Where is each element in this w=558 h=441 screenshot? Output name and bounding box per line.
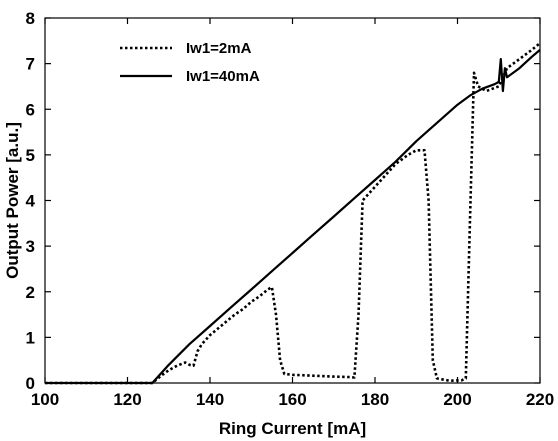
y-tick-label: 0	[26, 374, 35, 393]
plot-frame	[44, 17, 541, 384]
x-tick-label: 200	[443, 390, 471, 409]
legend-label-1: Iw1=2mA	[186, 40, 252, 57]
series-line-1	[45, 42, 541, 385]
y-tick-label: 3	[26, 237, 35, 256]
series-line-2	[45, 49, 541, 385]
x-tick-label: 160	[278, 390, 306, 409]
y-tick-label: 7	[26, 55, 35, 74]
legend-label-2: Iw1=40mA	[186, 68, 260, 85]
x-axis-label: Ring Current [mA]	[219, 419, 366, 438]
legend: Iw1=2mA Iw1=40mA	[120, 40, 260, 85]
x-tick-label: 140	[196, 390, 224, 409]
x-tick-label: 220	[526, 390, 554, 409]
y-axis-label: Output Power [a.u.]	[3, 122, 22, 279]
x-tick-label: 120	[113, 390, 141, 409]
y-tick-label: 6	[26, 100, 35, 119]
x-tick-label: 100	[31, 390, 59, 409]
y-tick-label: 1	[26, 328, 35, 347]
y-tick-label: 4	[26, 192, 36, 211]
y-tick-label: 2	[26, 283, 35, 302]
x-tick-label: 180	[361, 390, 389, 409]
y-tick-label: 5	[26, 146, 35, 165]
y-tick-label: 8	[26, 9, 35, 28]
